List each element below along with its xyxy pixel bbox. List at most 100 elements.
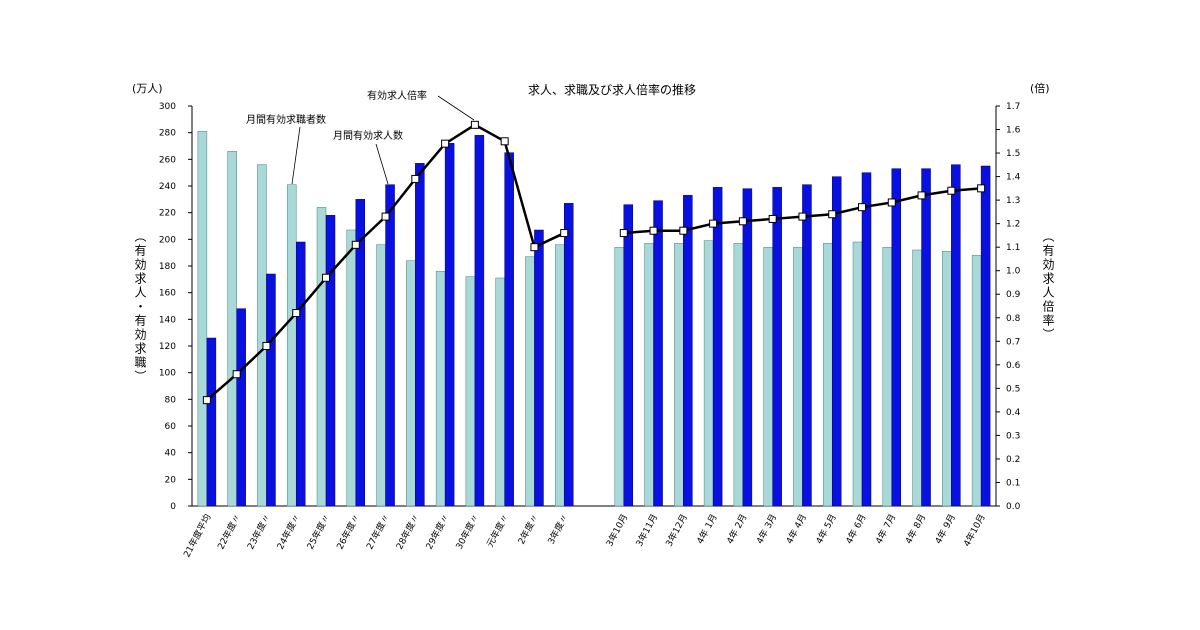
right-tick-label: 0.7 (1006, 337, 1020, 347)
left-tick-label: 20 (165, 475, 177, 485)
left-tick-label: 280 (159, 129, 176, 139)
bar-job-seekers (971, 255, 982, 507)
bar-job-seekers (227, 151, 237, 507)
x-tick-label: 3年度〃 (545, 512, 571, 547)
ratio-point (560, 229, 569, 238)
x-tick-label: 22年度〃 (215, 512, 244, 552)
bar-job-seekers (465, 276, 476, 507)
left-tick-label: 0 (170, 502, 176, 512)
left-tick-label: 220 (159, 209, 176, 219)
x-tick-label: 4年 2月 (724, 512, 750, 546)
left-tick-label: 260 (159, 155, 176, 165)
bar-job-openings (385, 184, 395, 507)
ratio-line (202, 120, 986, 405)
left-tick-label: 300 (159, 102, 176, 112)
right-tick-label: 1.2 (1006, 220, 1020, 230)
right-tick-label: 0.1 (1006, 478, 1020, 488)
bar-job-openings (712, 187, 723, 507)
ratio-point (679, 226, 688, 235)
bar-job-seekers (763, 247, 773, 507)
x-tick-label: 3年12月 (663, 512, 690, 549)
bar-job-seekers (525, 256, 535, 507)
x-tick-label: 3年11月 (633, 512, 660, 549)
bar-job-openings (980, 165, 991, 507)
bar-job-seekers (912, 249, 922, 507)
ratio-point (858, 203, 866, 212)
ratio-point (947, 186, 956, 195)
ratio-point (292, 309, 301, 318)
left-tick-label: 40 (165, 449, 177, 459)
x-tick-label: 29年度〃 (423, 512, 452, 552)
bar-job-openings (772, 187, 782, 507)
leader-seekers (291, 126, 301, 185)
x-tick-label: 4年 1月 (694, 512, 720, 546)
ratio-point (441, 139, 450, 148)
ratio-point (738, 217, 747, 226)
right-tick-label: 1.4 (1006, 173, 1021, 183)
bar-job-seekers (733, 243, 744, 507)
left-tick-label: 100 (159, 369, 176, 379)
bar-job-seekers (316, 207, 327, 507)
right-tick-label: 0.0 (1006, 502, 1021, 512)
bar-job-openings (236, 308, 246, 507)
bar-job-openings (831, 176, 842, 507)
right-tick-label: 0.5 (1006, 384, 1020, 394)
ratio-point (709, 219, 718, 228)
annotation-seekers: 月間有効求職者数 (246, 113, 326, 126)
ratio-point (619, 229, 628, 238)
annotation-ratio: 有効求人倍率 (367, 89, 427, 102)
ratio-point (977, 184, 986, 193)
ratio-point (768, 214, 777, 223)
ratio-point (411, 174, 420, 183)
x-tick-label: 4年 9月 (932, 512, 958, 546)
x-tick-label: 4年 5月 (813, 512, 839, 546)
ratio-point (798, 212, 807, 221)
x-tick-label: 2年度〃 (515, 512, 541, 547)
ratio-point (262, 342, 271, 350)
bar-job-openings (742, 188, 753, 507)
bar-job-openings (683, 195, 693, 507)
ratio-point (917, 191, 926, 200)
left-tick-label: 200 (159, 235, 176, 245)
bar-job-seekers (942, 251, 952, 507)
bar-job-openings (861, 172, 872, 507)
bar-job-seekers (822, 243, 833, 507)
left-unit-label: (万人) (132, 82, 163, 95)
right-tick-label: 0.9 (1006, 290, 1021, 300)
right-tick-label: 1.3 (1006, 196, 1020, 206)
ratio-point (828, 210, 837, 219)
bar-job-openings (206, 337, 217, 507)
annotations: 有効求人倍率 月間有効求職者数 月間有効求人数 (246, 89, 475, 185)
x-tick-label: 元年度〃 (484, 512, 512, 549)
bar-job-seekers (495, 277, 505, 507)
x-tick-label: 30年度〃 (453, 512, 482, 552)
bar-job-openings (355, 199, 366, 507)
bar-job-seekers (376, 244, 386, 507)
right-tick-label: 0.6 (1006, 361, 1021, 371)
bar-job-openings (653, 200, 663, 507)
bar-job-seekers (286, 184, 297, 507)
bar-job-openings (802, 184, 812, 507)
bar-job-openings (891, 168, 902, 507)
bar-job-openings (444, 143, 455, 507)
bar-job-openings (534, 229, 544, 507)
bar-job-openings (623, 204, 634, 507)
left-tick-label: 180 (159, 262, 176, 272)
x-tick-label: 23年度〃 (244, 512, 273, 552)
left-axis-title: ︵有効求人・有効求職︶ (133, 230, 147, 384)
ratio-point (887, 198, 896, 207)
chart-title: 求人、求職及び求人倍率の推移 (528, 82, 696, 97)
bar-job-openings (325, 215, 336, 507)
right-tick-label: 0.2 (1006, 455, 1020, 465)
x-tick-label: 4年10月 (961, 512, 988, 549)
bar-job-seekers (644, 243, 654, 507)
bar-job-seekers (257, 164, 267, 507)
x-tick-label: 4年 7月 (873, 512, 899, 546)
ratio-point (470, 120, 479, 129)
right-tick-label: 1.1 (1006, 243, 1020, 253)
right-tick-label: 0.3 (1006, 431, 1020, 441)
x-tick-label: 4年 8月 (902, 512, 928, 546)
bar-job-seekers (554, 244, 565, 507)
ratio-point (649, 226, 658, 235)
bar-job-seekers (197, 131, 208, 507)
